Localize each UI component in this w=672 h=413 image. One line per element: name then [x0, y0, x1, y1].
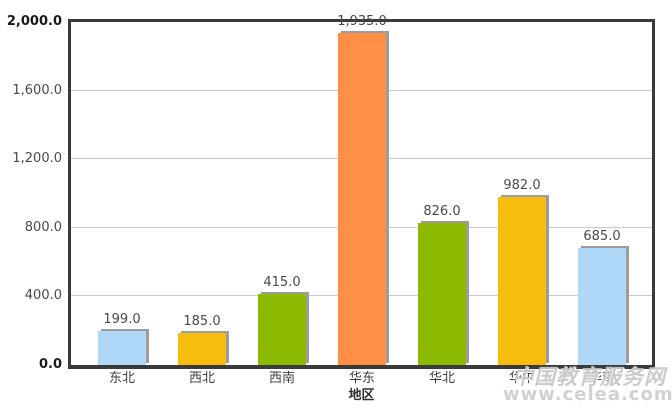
bar-value-label: 826.0	[423, 204, 461, 219]
x-axis-label: 西南	[268, 371, 295, 386]
bar-华北[interactable]: 826.0	[418, 204, 466, 365]
x-axis-labels: 东北 西北 西南 华东 华北 华中 华南	[71, 371, 652, 387]
bar-value-label: 685.0	[583, 229, 621, 244]
x-axis-label: 华北	[428, 371, 455, 386]
y-axis-label: 2,000.0	[6, 14, 62, 29]
bar-value-label: 199.0	[103, 312, 141, 327]
bar-value-label: 1,935.0	[337, 14, 387, 29]
y-axis-label: 0.0	[38, 357, 62, 372]
y-axis-label: 1,200.0	[12, 151, 62, 166]
plot-area: 199.0 185.0 415.0 1,935.0 826.0 982.0 685.0	[68, 14, 655, 369]
x-axis-label: 华中	[508, 371, 535, 386]
bar-华中[interactable]: 982.0	[498, 178, 546, 365]
bar-value-label: 982.0	[503, 178, 541, 193]
bar-华南[interactable]: 685.0	[578, 229, 626, 365]
x-axis-label: 东北	[108, 371, 135, 386]
bar-华东[interactable]: 1,935.0	[337, 14, 387, 365]
bar-value-label: 415.0	[263, 275, 301, 290]
x-axis-label: 华东	[348, 371, 375, 386]
x-axis-label: 华南	[588, 371, 615, 386]
x-axis-label: 西北	[188, 371, 215, 386]
y-axis-label: 1,600.0	[12, 83, 62, 98]
y-axis-labels: 0.0 400.0 800.0 1,200.0 1,600.0 2,000.0	[0, 14, 62, 372]
y-axis-label: 400.0	[24, 288, 62, 303]
bar-东北[interactable]: 199.0	[98, 312, 146, 365]
bar-value-label: 185.0	[183, 314, 221, 329]
bar-西南[interactable]: 415.0	[258, 275, 306, 365]
x-axis-title: 地区	[348, 388, 375, 403]
bar-西北[interactable]: 185.0	[178, 314, 226, 365]
y-axis-label: 800.0	[24, 220, 62, 235]
